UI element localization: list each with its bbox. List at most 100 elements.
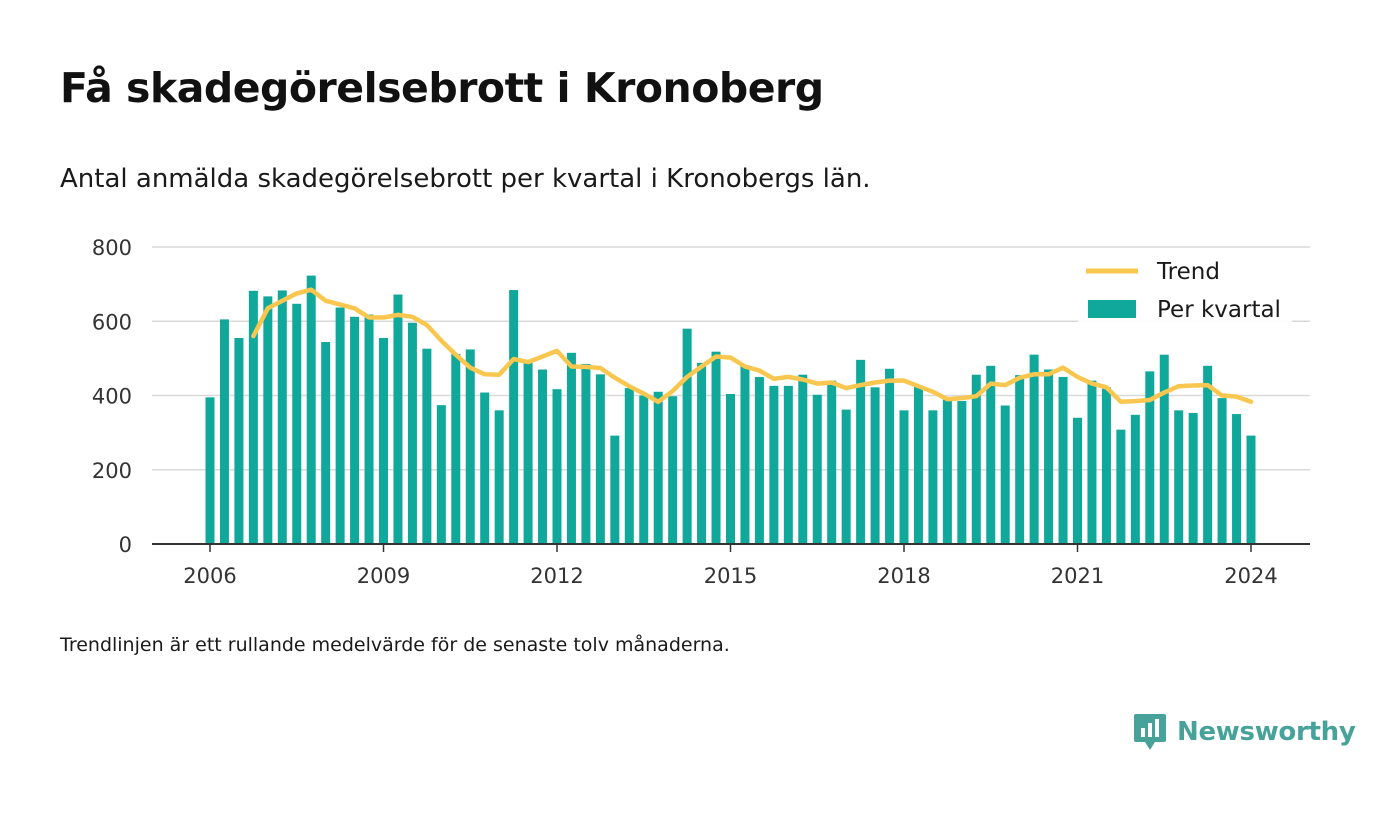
trend-line [251,287,1254,405]
bar [1188,412,1198,544]
bar [509,290,519,544]
y-axis: 0 200 400 600 800 [92,236,132,557]
y-tick-label: 200 [92,459,132,483]
bar [538,369,548,544]
bar [205,397,215,544]
bar [379,337,388,544]
bar [1101,387,1111,544]
bar [436,405,446,544]
bar [697,362,707,544]
footnote: Trendlinjen är ett rullande medelvärde f… [60,634,730,656]
bar [754,376,764,544]
legend-trend-label: Trend [1156,259,1220,285]
bar [552,389,562,544]
bar [885,368,895,544]
x-tick-label: 2006 [183,564,236,588]
bar [856,359,866,544]
bar [451,353,461,544]
bar [1029,354,1039,544]
bar [335,307,345,544]
bar [624,388,634,544]
bar [827,380,837,544]
bar [1232,414,1242,544]
bar [263,296,273,544]
x-tick-label: 2024 [1224,564,1277,588]
bar [1000,405,1010,544]
bar [277,290,287,544]
bar [1203,365,1213,544]
chart-subtitle: Antal anmälda skadegörelsebrott per kvar… [60,164,871,194]
bar [1246,435,1256,544]
bar [870,387,880,544]
bar [465,349,475,544]
y-tick-label: 0 [119,533,132,557]
bar [219,319,229,544]
bar [393,294,403,544]
bar [986,365,996,544]
bar [913,385,923,544]
bar [668,396,678,544]
bar [480,392,490,544]
bar [248,290,258,544]
brand-logo: Newsworthy [1133,712,1356,752]
brand-name: Newsworthy [1177,717,1356,747]
bar [422,348,432,544]
bar [292,303,302,544]
legend-bar-label: Per kvartal [1157,297,1281,323]
bar [726,394,735,544]
bar [321,342,331,544]
bar [364,314,374,544]
x-tick-label: 2018 [877,564,930,588]
chart-title: Få skadegörelsebrott i Kronoberg [60,64,824,112]
y-tick-label: 800 [92,236,132,260]
bar [1217,398,1227,544]
bar [1174,410,1184,544]
bar [812,394,822,544]
y-tick-label: 600 [92,310,132,334]
bar [1058,376,1068,544]
bar [566,352,576,544]
bar [595,374,605,544]
x-tick-label: 2009 [357,564,410,588]
bar [740,366,750,544]
bar [1145,371,1155,544]
bar [971,374,981,544]
x-tick-labels: 2006 2009 2012 2015 2018 2021 2024 [183,564,1277,588]
bar [523,360,533,544]
bar [928,410,938,544]
legend-bar-swatch [1088,300,1136,318]
bar [1044,369,1054,544]
x-axis [152,543,1310,552]
bar [942,396,952,544]
trend-series [251,287,1254,405]
bar-series [205,275,1256,544]
bar [407,322,417,544]
bar [610,435,620,544]
bar [1159,354,1169,544]
bar [639,395,649,544]
x-tick-label: 2015 [704,564,757,588]
bar [682,328,692,544]
bar [841,409,851,544]
bar [350,316,360,544]
bar [1116,429,1126,544]
bar [581,363,591,544]
bar [798,374,808,544]
y-tick-label: 400 [92,385,132,409]
bar [306,275,316,544]
bar [1015,375,1025,544]
bar [769,385,779,544]
bar [711,351,721,544]
x-tick-label: 2021 [1051,564,1104,588]
legend: Trend Per kvartal [1078,254,1292,324]
bar [494,410,504,544]
bar [234,337,244,544]
bar [1130,414,1140,544]
bar [653,391,663,544]
newsworthy-logo-icon [1134,714,1166,750]
bar [783,385,793,544]
bar [1087,380,1097,544]
bar [1073,417,1082,544]
x-tick-label: 2012 [530,564,583,588]
